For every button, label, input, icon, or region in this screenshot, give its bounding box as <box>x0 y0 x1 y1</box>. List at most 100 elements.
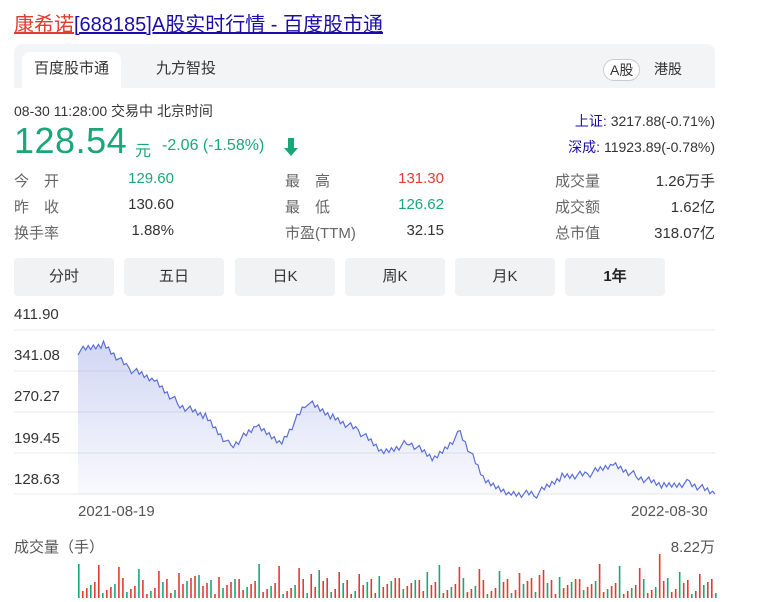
volume-bar <box>422 591 425 598</box>
index-shanghai[interactable]: 上证: 3217.88(-0.71%) <box>575 111 715 131</box>
volume-bar <box>502 582 505 598</box>
volume-bar <box>550 580 553 598</box>
index-shenzhen[interactable]: 深成: 11923.89(-0.78%) <box>568 137 715 157</box>
volume-bar <box>442 593 445 598</box>
volume-bar <box>162 582 164 598</box>
volume-bar <box>306 593 308 598</box>
page-title[interactable]: 康希诺[688185]A股实时行情 - 百度股市通 <box>14 8 383 37</box>
volume-bar <box>658 554 661 598</box>
volume-bar <box>186 581 188 598</box>
volume-bar <box>90 585 92 598</box>
stat-label: 成交额 <box>555 199 601 216</box>
volume-bar <box>286 591 288 598</box>
volume-bar <box>598 564 601 598</box>
volume-bar <box>330 592 332 598</box>
tab-baidu-stock[interactable]: 百度股市通 <box>22 52 122 88</box>
y-tick-label: 411.90 <box>14 306 59 323</box>
volume-bar <box>406 586 409 598</box>
stat-value: 130.60 <box>128 196 174 213</box>
trade-status: 08-30 11:28:00 交易中 北京时间 <box>14 101 213 121</box>
volume-bar <box>354 591 356 598</box>
x-tick-label: 2021-08-19 <box>78 503 155 520</box>
volume-bar <box>182 584 184 598</box>
y-tick-label: 128.63 <box>14 471 60 488</box>
datetime: 08-30 11:28:00 <box>14 103 108 119</box>
volume-bar <box>687 580 689 598</box>
stat-label: 换手率 <box>14 225 60 242</box>
tab-period-weekly-k[interactable]: 周K <box>345 258 445 296</box>
volume-bar <box>370 579 373 598</box>
volume-bar <box>106 590 108 598</box>
stock-title-rest[interactable]: [688185]A股实时行情 - 百度股市通 <box>74 14 383 36</box>
volume-bar <box>534 592 537 598</box>
volume-bar <box>238 579 240 598</box>
volume-bar <box>711 579 713 598</box>
volume-bar <box>362 585 364 598</box>
volume-bar <box>254 581 256 598</box>
volume-bar <box>206 583 208 598</box>
volume-bar <box>342 583 344 598</box>
stock-name-link[interactable]: 康希诺 <box>14 14 74 36</box>
volume-bar <box>210 580 212 598</box>
volume-bar <box>570 582 573 598</box>
stat-value: 32.15 <box>406 222 444 239</box>
volume-bar <box>146 594 148 598</box>
volume-bar <box>114 584 116 598</box>
volume-bar <box>574 579 577 598</box>
volume-bar <box>703 585 705 598</box>
volume-bar <box>454 584 457 598</box>
volume-bar <box>622 594 625 598</box>
volume-bar <box>194 576 196 598</box>
price-unit: 元 <box>135 143 152 160</box>
tab-period-5day[interactable]: 五日 <box>124 258 224 296</box>
tab-period-intraday[interactable]: 分时 <box>14 258 114 296</box>
volume-bar <box>174 590 176 598</box>
tab-a-share[interactable]: A股 <box>603 59 641 81</box>
index-label[interactable]: 深成: <box>568 139 601 155</box>
volume-bar <box>274 583 276 598</box>
y-tick-label: 199.45 <box>14 430 60 447</box>
volume-bar <box>202 586 204 598</box>
tab-hk-share[interactable]: 港股 <box>654 61 682 77</box>
volume-bar <box>486 594 489 598</box>
y-tick-label: 341.08 <box>14 347 60 364</box>
tab-period-daily-k[interactable]: 日K <box>235 258 335 296</box>
volume-bar <box>542 570 545 598</box>
volume-bar <box>654 587 657 598</box>
volume-bar <box>470 589 473 598</box>
volume-bar <box>102 593 104 598</box>
volume-bar <box>438 565 441 598</box>
volume-bar <box>602 592 605 598</box>
volume-bar <box>122 578 124 598</box>
volume-bar <box>642 579 645 598</box>
volume-bar <box>606 589 609 598</box>
volume-bar <box>282 594 284 598</box>
source-tab-bar: 百度股市通 九方智投 A股 港股 <box>14 44 715 88</box>
volume-bar <box>506 579 509 598</box>
stat-label: 最 低 <box>285 199 331 216</box>
tab-period-monthly-k[interactable]: 月K <box>455 258 555 296</box>
volume-bar <box>466 592 469 598</box>
volume-bar <box>378 576 381 598</box>
index-label[interactable]: 上证: <box>574 113 607 129</box>
volume-bar <box>634 585 637 598</box>
volume-bar <box>138 569 140 598</box>
volume-bar <box>426 572 429 598</box>
volume-bar <box>338 572 340 598</box>
volume-bar <box>695 591 697 598</box>
stat-label: 总市值 <box>555 225 601 242</box>
volume-bar <box>430 585 433 598</box>
volume-bar <box>126 592 128 598</box>
volume-bar <box>154 588 156 598</box>
volume-bar <box>562 588 565 598</box>
volume-bar <box>258 564 260 598</box>
volume-bar <box>266 589 268 598</box>
volume-bar <box>566 585 569 598</box>
volume-bar <box>86 588 88 598</box>
tab-jiufang[interactable]: 九方智投 <box>156 60 217 77</box>
volume-bar <box>278 566 280 598</box>
volume-bar <box>218 577 220 598</box>
tab-period-1year[interactable]: 1年 <box>565 258 665 296</box>
volume-bar <box>226 585 228 598</box>
